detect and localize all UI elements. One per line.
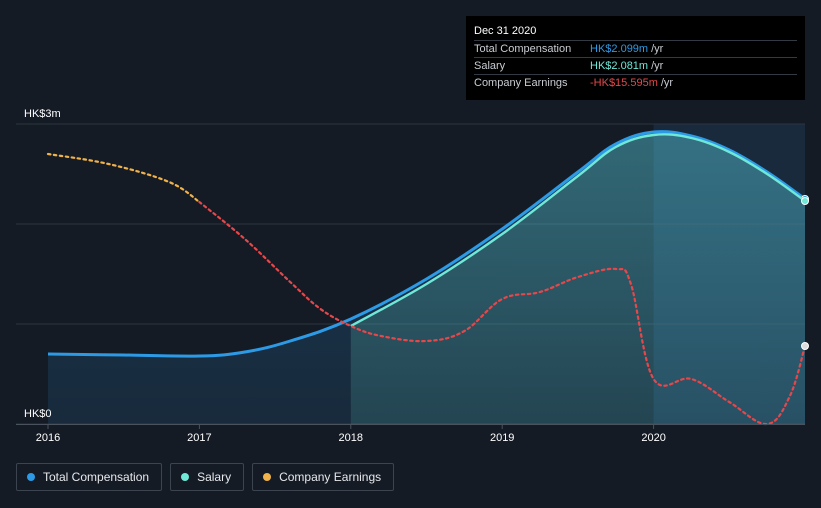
series-line-company-earnings-negative: [198, 200, 807, 426]
legend-item-total-compensation[interactable]: Total Compensation: [16, 463, 163, 491]
tooltip-unit: /yr: [660, 77, 674, 89]
legend-label: Salary: [197, 470, 232, 484]
tooltip-unit: /yr: [651, 60, 664, 72]
tooltip-row-company-earnings: Company Earnings -HK$15.595m /yr: [474, 74, 797, 91]
x-tick-label: 2017: [187, 432, 211, 444]
series-endpoint-company-earnings: [801, 342, 809, 350]
axes: 2016 2017 2018 2019 2020 HK$0 HK$3m: [16, 108, 805, 444]
series-line-total-compensation: [47, 130, 806, 358]
x-tick-label: 2018: [339, 432, 363, 444]
series-line-salary: [350, 133, 806, 328]
tooltip-value: -HK$15.595m: [590, 77, 658, 89]
tooltip: Dec 31 2020 Total Compensation HK$2.099m…: [466, 16, 805, 100]
dot-icon: [27, 473, 35, 481]
x-tick-label: 2020: [641, 432, 665, 444]
series-endpoint-salary: [801, 197, 809, 205]
tooltip-label: Total Compensation: [474, 43, 572, 55]
tooltip-label: Company Earnings: [474, 77, 568, 89]
legend-item-salary[interactable]: Salary: [170, 463, 245, 491]
tooltip-value: HK$2.081m: [590, 60, 649, 72]
tooltip-unit: /yr: [651, 43, 664, 55]
tooltip-row-salary: Salary HK$2.081m /yr: [474, 57, 797, 74]
series-area-salary: [350, 134, 805, 424]
legend-item-company-earnings[interactable]: Company Earnings: [252, 463, 395, 491]
series-areas: [48, 131, 805, 425]
tooltip-row-total-compensation: Total Compensation HK$2.099m /yr: [474, 40, 797, 57]
y-tick-label: HK$0: [24, 408, 52, 420]
series-line-company-earnings-positive: [46, 152, 201, 204]
x-tick-label: 2016: [36, 432, 60, 444]
legend-label: Total Compensation: [43, 470, 150, 484]
x-tick-label: 2019: [490, 432, 514, 444]
tooltip-label: Salary: [474, 60, 506, 72]
dot-icon: [181, 473, 190, 481]
legend-label: Company Earnings: [279, 470, 382, 484]
tooltip-date: Dec 31 2020: [474, 25, 537, 37]
dot-icon: [263, 473, 272, 481]
series-lines: [46, 130, 809, 426]
tooltip-value: HK$2.099m: [590, 43, 649, 55]
y-tick-label: HK$3m: [24, 108, 61, 120]
legend: Total Compensation Salary Company Earnin…: [16, 463, 395, 491]
